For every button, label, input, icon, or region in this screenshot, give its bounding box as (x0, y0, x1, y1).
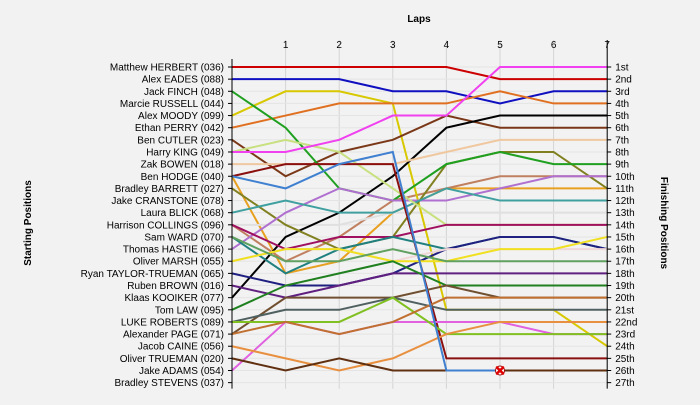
finish-position-label: 18th (615, 269, 634, 280)
finish-position-label: 19th (615, 281, 634, 292)
finish-position-label: 21st (615, 305, 634, 316)
finish-position-label: 14th (615, 220, 634, 231)
driver-position-line (231, 90, 608, 129)
start-position-label: Ben CUTLER (023) (137, 135, 224, 146)
driver-position-line (231, 260, 608, 311)
finish-position-label: 5th (615, 111, 629, 122)
start-position-label: Jake ADAMS (054) (139, 366, 224, 377)
finish-position-label: 23rd (615, 330, 635, 341)
lap-tick-label: 6 (551, 40, 557, 51)
lap-tick-label: 2 (336, 40, 342, 51)
driver-position-line (232, 66, 608, 153)
driver-position-line (231, 114, 608, 178)
finish-position-label: 20th (615, 293, 634, 304)
y-axis-title-right: Finishing Positions (658, 177, 669, 270)
finish-position-label: 8th (615, 147, 629, 158)
start-position-label: Thomas HASTIE (066) (123, 245, 224, 256)
finish-position-label: 22nd (615, 317, 637, 328)
finish-position-label: 3rd (615, 87, 629, 98)
driver-position-line (231, 296, 608, 323)
retired-marker-cross (495, 366, 505, 375)
driver-position-line (231, 114, 608, 299)
y-axis-title-left: Starting Positions (23, 180, 34, 266)
series-layer (231, 66, 608, 376)
lap-tick-label: 7 (604, 40, 610, 51)
lap-tick-label: 4 (444, 40, 450, 51)
finish-position-label: 16th (615, 245, 634, 256)
start-position-label: LUKE ROBERTS (089) (121, 317, 224, 328)
start-position-label: Ruben BROWN (016) (127, 281, 224, 292)
start-position-label: Matthew HERBERT (036) (110, 63, 224, 74)
finish-position-label: 4th (615, 99, 629, 110)
driver-position-line (231, 236, 608, 263)
start-position-label: Bradley STEVENS (037) (115, 378, 225, 389)
labels: 1 2 3 4 5 6 7 Matthew HERBERT (036)Alex EADES (… (81, 40, 638, 389)
start-position-label: Alex EADES (088) (142, 75, 224, 86)
lap-tick-label: 3 (390, 40, 396, 51)
start-position-label: Marcie RUSSELL (044) (120, 99, 224, 110)
finish-position-label: 27th (615, 378, 634, 389)
driver-position-line (231, 150, 500, 372)
start-position-label: Alex MOODY (099) (138, 111, 224, 122)
finish-position-label: 10th (615, 172, 634, 183)
start-position-label: Harrison COLLINGS (096) (107, 220, 224, 231)
start-position-label: Tom LAW (095) (155, 305, 224, 316)
finish-position-label: 12th (615, 196, 634, 207)
start-position-label: Klaas KOOIKER (077) (125, 293, 224, 304)
start-position-label: Ethan PERRY (042) (135, 123, 224, 134)
start-position-label: Jack FINCH (048) (144, 87, 224, 98)
finish-position-label: 17th (615, 257, 634, 268)
finish-position-label: 15th (615, 232, 634, 243)
driver-position-line (231, 357, 608, 372)
finish-position-label: 25th (615, 354, 634, 365)
x-axis-title: Laps (407, 14, 431, 25)
finish-position-label: 11th (615, 184, 634, 195)
driver-position-line (231, 320, 608, 372)
finish-position-label: 2nd (615, 75, 632, 86)
start-position-label: Harry KING (049) (146, 147, 224, 158)
start-position-label: Jacob CAINE (056) (138, 342, 224, 353)
finish-position-label: 6th (615, 123, 629, 134)
lap-tick-label: 1 (283, 40, 289, 51)
start-position-label: Zak BOWEN (018) (141, 160, 224, 171)
finish-position-label: 26th (615, 366, 634, 377)
start-position-label: Oliver MARSH (055) (133, 257, 224, 268)
start-position-label: Alexander PAGE (071) (123, 330, 224, 341)
driver-position-line (231, 90, 608, 202)
start-position-label: Jake CRANSTONE (078) (111, 196, 224, 207)
driver-position-line (231, 296, 608, 336)
axes (228, 40, 612, 389)
finish-position-label: 9th (615, 160, 629, 171)
driver-position-line (231, 175, 608, 263)
driver-position-line (232, 296, 608, 336)
driver-position-line (232, 78, 608, 105)
finish-position-label: 1st (615, 63, 629, 74)
start-position-label: Oliver TRUEMAN (020) (120, 354, 224, 365)
start-position-label: Bradley BARRETT (027) (115, 184, 224, 195)
driver-position-line (232, 211, 608, 226)
finish-position-label: 24th (615, 342, 634, 353)
start-position-label: Ryan TAYLOR-TRUEMAN (065) (81, 269, 224, 280)
driver-position-line (232, 66, 608, 81)
start-position-label: Ben HODGE (040) (141, 172, 224, 183)
driver-position-line (231, 187, 608, 214)
finish-position-label: 13th (615, 208, 634, 219)
start-position-label: Laura BLICK (068) (141, 208, 224, 219)
finish-position-label: 7th (615, 135, 629, 146)
driver-position-line (231, 223, 608, 251)
start-position-label: Sam WARD (070) (144, 232, 224, 243)
lap-tick-label: 5 (497, 40, 503, 51)
